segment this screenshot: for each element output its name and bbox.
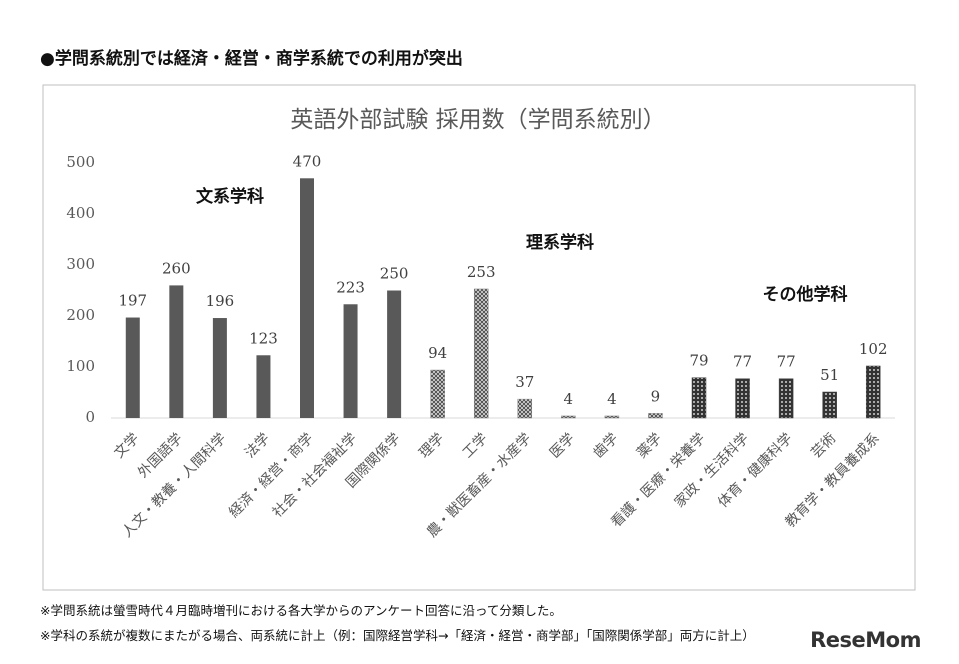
bar — [387, 290, 402, 418]
group-label: 文系学科 — [196, 186, 264, 207]
bar — [473, 288, 489, 419]
bar — [430, 369, 445, 419]
x-tick-label: 文学 — [111, 430, 142, 461]
value-label: 223 — [336, 278, 365, 296]
y-tick-label: 500 — [66, 153, 95, 171]
group-label: 理系学科 — [526, 232, 594, 253]
x-tick-label: 医学 — [547, 430, 578, 461]
bar — [169, 285, 184, 418]
bar — [300, 178, 314, 418]
value-label: 4 — [564, 390, 574, 408]
bar — [822, 391, 837, 419]
value-label: 77 — [777, 353, 796, 371]
x-tick-label: 体育・健康科学 — [714, 430, 795, 511]
y-tick-label: 300 — [66, 255, 95, 273]
bar — [865, 365, 881, 419]
x-tick-label: 家政・生活科学 — [671, 430, 752, 511]
chart-frame — [42, 84, 916, 591]
bar — [604, 415, 620, 419]
value-label: 123 — [249, 329, 278, 347]
value-label: 4 — [607, 390, 617, 408]
x-tick-label: 歯学 — [590, 430, 621, 461]
y-tick-label: 0 — [85, 408, 95, 426]
value-label: 51 — [820, 366, 839, 384]
y-tick-label: 200 — [66, 306, 95, 324]
value-label: 250 — [380, 265, 409, 283]
value-label: 470 — [293, 152, 322, 170]
x-tick-label: 薬学 — [634, 430, 665, 461]
bar — [648, 413, 663, 419]
bar — [778, 378, 794, 419]
footnote: ※学科の系統が複数にまたがる場合、両系統に計上（例：国際経営学科→「経済・経営・… — [40, 628, 755, 643]
value-label: 77 — [733, 353, 752, 371]
footnote: ※学問系統は螢雪時代４月臨時増刊における各大学からのアンケート回答に沿って分類し… — [40, 603, 562, 618]
value-label: 37 — [515, 373, 534, 391]
bar — [125, 317, 140, 418]
y-tick-label: 100 — [66, 357, 95, 375]
group-label: その他学科 — [763, 284, 848, 305]
value-label: 79 — [689, 352, 708, 370]
logo: ReseMom — [810, 628, 921, 652]
bar — [343, 304, 358, 418]
value-label: 196 — [206, 292, 235, 310]
y-tick-label: 400 — [66, 204, 95, 222]
value-label: 197 — [118, 292, 147, 310]
value-label: 253 — [467, 263, 496, 281]
x-tick-label: 理学 — [416, 430, 447, 461]
value-label: 94 — [428, 344, 447, 362]
bar — [561, 415, 576, 419]
heading: ●学問系統別では経済・経営・商学系統での利用が突出 — [40, 49, 463, 69]
value-label: 9 — [651, 387, 661, 405]
bar — [212, 318, 227, 418]
chart-title: 英語外部試験 採用数（学問系統別） — [290, 107, 665, 133]
bar — [735, 378, 750, 419]
x-tick-label: 芸術 — [808, 430, 839, 461]
x-tick-label: 工学 — [460, 430, 491, 461]
x-tick-label: 法学 — [242, 430, 273, 461]
value-label: 102 — [859, 340, 888, 358]
bar — [517, 398, 533, 419]
value-label: 260 — [162, 259, 191, 277]
bar — [691, 377, 707, 419]
bar — [256, 355, 271, 418]
